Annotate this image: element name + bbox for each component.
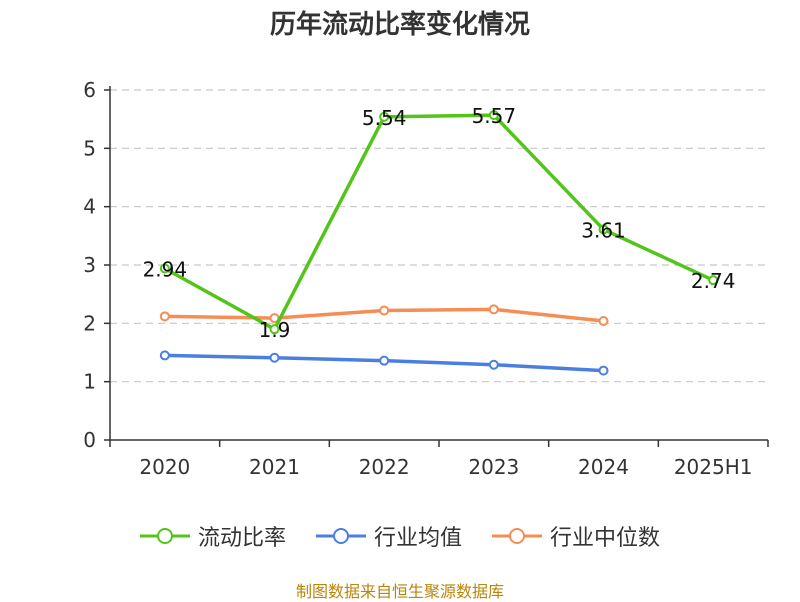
y-tick-label: 4 [83, 195, 96, 219]
data-point [379, 111, 390, 122]
legend-label: 行业均值 [373, 526, 462, 551]
data-point [598, 224, 609, 235]
data-point [488, 110, 499, 121]
y-tick-label: 3 [83, 253, 96, 277]
data-label: 2.74 [691, 269, 736, 293]
grid-lines [110, 89, 768, 383]
data-point [488, 359, 499, 370]
series-layer [159, 110, 719, 376]
data-point [159, 263, 170, 274]
x-tick-label: 2024 [578, 455, 629, 479]
series-line [163, 113, 714, 331]
x-tick-label: 2025H1 [674, 455, 753, 479]
data-point [269, 352, 280, 363]
x-axis-ticks: 2020 2021 2022 2023 2024 2025H1 [109, 440, 769, 479]
data-point [379, 355, 390, 366]
data-point [598, 316, 609, 326]
legend-item-industry-mean[interactable]: 行业均值 [315, 520, 462, 552]
legend-label: 行业中位数 [550, 526, 661, 551]
x-tick-label: 2023 [468, 455, 519, 479]
axes [109, 86, 768, 441]
legend-marker-icon [315, 528, 366, 544]
data-point [598, 365, 609, 376]
legend-label: 流动比率 [197, 526, 286, 551]
y-tick-label: 0 [83, 428, 96, 452]
data-point [488, 304, 499, 315]
data-label: 5.54 [362, 106, 407, 130]
data-point [708, 275, 719, 286]
x-tick-label: 2020 [139, 455, 190, 479]
data-label: 5.57 [472, 104, 517, 128]
data-source-note: 制图数据来自恒生聚源数据库 [295, 582, 504, 601]
chart-title: 历年流动比率变化情况 [269, 10, 530, 40]
legend-item-industry-median[interactable]: 行业中位数 [492, 520, 660, 552]
data-label: 3.61 [581, 218, 626, 242]
data-point [159, 350, 170, 361]
data-point [159, 311, 170, 322]
data-labels: 2.94 1.9 5.54 5.57 3.61 2.74 [143, 104, 736, 342]
legend: 流动比率 行业均值 行业中位数 [0, 520, 800, 552]
data-point [379, 305, 390, 316]
x-tick-label: 2022 [359, 455, 410, 479]
data-label: 1.9 [259, 318, 291, 342]
y-tick-label: 1 [83, 370, 96, 394]
x-tick-label: 2021 [249, 455, 300, 479]
data-label: 2.94 [143, 258, 188, 282]
y-tick-label: 2 [83, 311, 96, 335]
legend-marker-icon [492, 528, 542, 544]
legend-marker-icon [139, 528, 190, 544]
y-tick-label: 6 [83, 78, 96, 102]
data-point [269, 324, 280, 335]
legend-item-current-ratio[interactable]: 流动比率 [139, 520, 286, 552]
y-axis-ticks: 0 1 2 3 4 5 6 [83, 78, 110, 452]
y-tick-label: 5 [83, 136, 96, 160]
